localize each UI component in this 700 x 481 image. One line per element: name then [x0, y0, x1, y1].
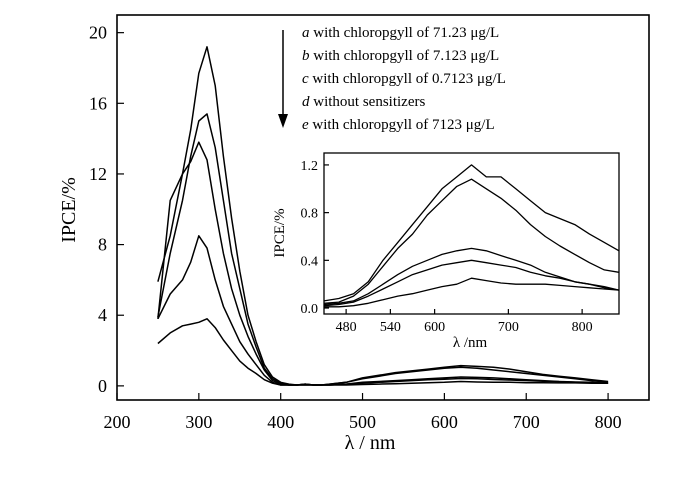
inset-y-ticks: 0.0 0.4 0.8 1.2	[301, 159, 329, 317]
legend-entry-4: e with chloropgyll of 7123 μg/L	[302, 117, 495, 133]
legend-text: with chloropgyll of 71.23 μg/L	[310, 25, 500, 41]
x-tick-label: 400	[267, 412, 294, 432]
main-y-axis-label: IPCE/%	[58, 177, 80, 243]
legend-letter: d	[302, 94, 310, 110]
y-tick-label: 0	[98, 376, 107, 396]
inset-plot-frame	[323, 152, 620, 315]
x-tick-label: 480	[336, 320, 357, 335]
legend-entry-0: a with chloropgyll of 71.23 μg/L	[302, 25, 499, 41]
x-tick-label: 200	[104, 412, 131, 432]
legend-entries: a with chloropgyll of 71.23 μg/Lb with c…	[302, 25, 506, 133]
legend-letter: c	[302, 71, 309, 87]
series-line-1	[323, 178, 620, 304]
y-tick-label: 12	[89, 164, 107, 184]
x-tick-label: 600	[424, 320, 445, 335]
legend-letter: b	[302, 48, 310, 64]
y-tick-label: 0.8	[301, 207, 319, 222]
legend-text: with chloropgyll of 0.7123 μg/L	[309, 71, 506, 87]
inset-y-axis-label: IPCE/%	[272, 208, 288, 257]
legend-letter: a	[302, 25, 310, 41]
x-tick-label: 800	[595, 412, 622, 432]
y-tick-label: 0.4	[301, 254, 319, 269]
inset-plot: 480 540 600 700 800 0.0 0.4 0.8 1.2 λ /nm IPCE/…	[272, 152, 620, 351]
legend-text: without sensitizers	[310, 94, 426, 110]
y-tick-label: 1.2	[301, 159, 319, 174]
series-line-4	[157, 318, 609, 386]
y-tick-label: 0.0	[301, 302, 319, 317]
legend-entry-1: b with chloropgyll of 7.123 μg/L	[302, 48, 499, 64]
x-tick-label: 700	[513, 412, 540, 432]
x-tick-label: 700	[498, 320, 519, 335]
main-plot: 200 300 400 500 600 700 800 0 4 8 12 16 20 λ / nm I…	[58, 14, 650, 454]
inset-x-axis-label: λ /nm	[453, 335, 488, 351]
legend-arrow-head	[278, 114, 288, 128]
legend-entry-2: c with chloropgyll of 0.7123 μg/L	[302, 71, 506, 87]
main-plot-frame	[116, 14, 650, 401]
main-x-ticks: 200 300 400 500 600 700 800	[104, 393, 622, 432]
legend-entry-3: d without sensitizers	[302, 94, 425, 110]
inset-x-ticks: 480 540 600 700 800	[336, 309, 593, 335]
legend-text: with chloropgyll of 7.123 μg/L	[310, 48, 500, 64]
series-line-4	[324, 277, 620, 308]
y-tick-label: 16	[89, 93, 107, 113]
x-tick-label: 600	[431, 412, 458, 432]
main-x-axis-label: λ / nm	[345, 432, 396, 454]
main-series-lines	[157, 46, 609, 386]
x-tick-label: 540	[380, 320, 401, 335]
series-line-3	[323, 259, 620, 307]
main-y-ticks: 0 4 8 12 16 20	[89, 23, 124, 396]
y-tick-label: 4	[98, 305, 107, 325]
series-line-0	[323, 164, 620, 302]
y-tick-label: 8	[98, 235, 107, 255]
x-tick-label: 500	[349, 412, 376, 432]
x-tick-label: 800	[572, 320, 593, 335]
x-tick-label: 300	[185, 412, 212, 432]
inset-series-lines	[323, 164, 620, 308]
legend-letter: e	[302, 117, 309, 133]
legend-text: with chloropgyll of 7123 μg/L	[309, 117, 495, 133]
legend: a with chloropgyll of 71.23 μg/Lb with c…	[278, 25, 506, 133]
y-tick-label: 20	[89, 23, 107, 43]
